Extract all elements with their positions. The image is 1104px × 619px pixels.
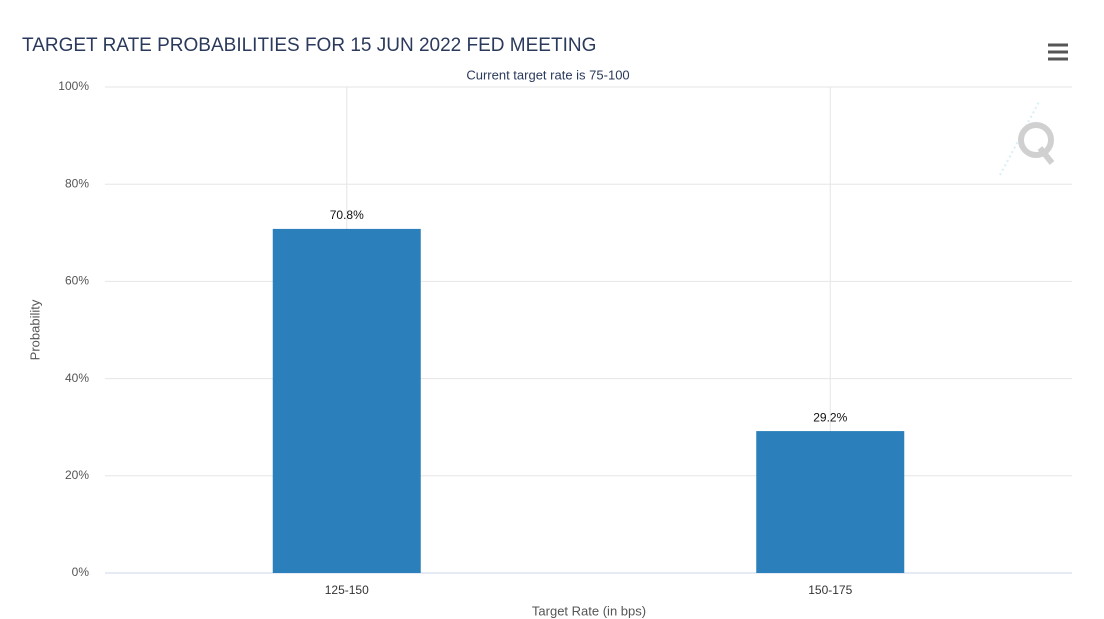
- logo-tail: [1037, 146, 1055, 165]
- x-tick-label: 125-150: [325, 583, 369, 597]
- logo-ring: [1018, 122, 1054, 158]
- bar: [756, 431, 905, 573]
- watermark-logo: [999, 99, 1055, 176]
- y-tick-label: 100%: [58, 79, 89, 93]
- menu-button[interactable]: [1048, 43, 1068, 61]
- y-tick-label: 0%: [72, 565, 90, 579]
- y-axis-title: Probability: [27, 299, 42, 360]
- chart-subtitle: Current target rate is 75-100: [466, 67, 629, 82]
- data-label: 70.8%: [330, 208, 364, 222]
- x-axis-title: Target Rate (in bps): [532, 603, 646, 618]
- chart-title: TARGET RATE PROBABILITIES FOR 15 JUN 202…: [22, 35, 596, 56]
- y-tick-label: 60%: [65, 274, 89, 288]
- x-tick-label: 150-175: [808, 583, 852, 597]
- bar: [272, 228, 421, 574]
- y-tick-label: 40%: [65, 371, 89, 385]
- y-tick-label: 20%: [65, 468, 89, 482]
- y-tick-label: 80%: [65, 176, 89, 190]
- data-label: 29.2%: [813, 410, 847, 424]
- logo-stripe: [999, 99, 1041, 176]
